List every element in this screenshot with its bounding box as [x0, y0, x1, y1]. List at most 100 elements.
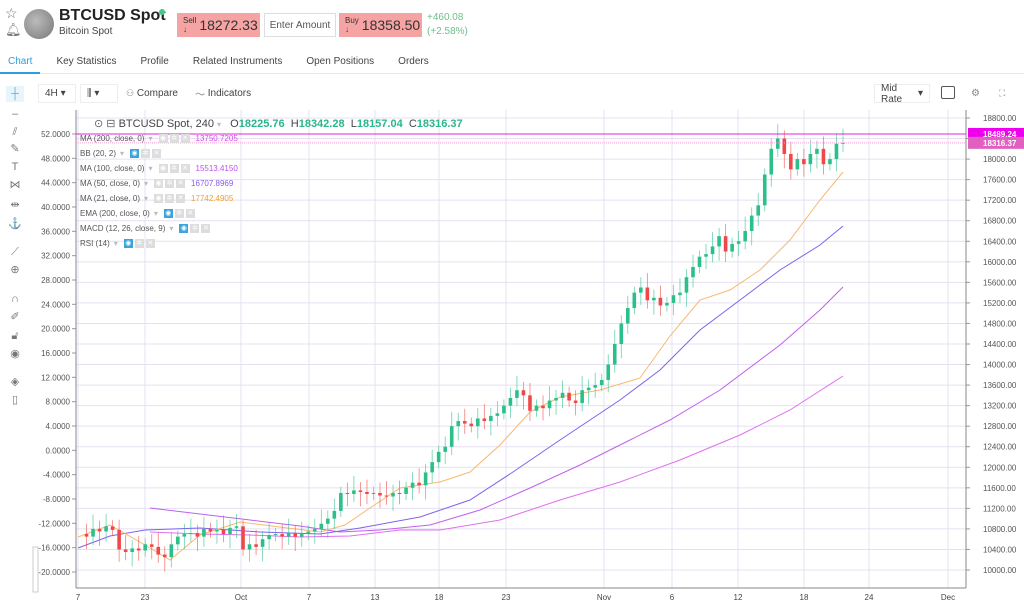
legend-collapse-icon[interactable]: ⊙	[94, 118, 104, 130]
compare-label: Compare	[136, 88, 178, 99]
chart-toolbar: 4H ▾ ⫼ ▾ ⚇ Compare 〜 Indicators Mid Rate…	[0, 83, 1024, 105]
settings-icon[interactable]: ✲	[190, 223, 200, 233]
svg-text:20.0000: 20.0000	[41, 325, 70, 334]
settings-icon[interactable]: ✲	[169, 163, 179, 173]
chevron-down-icon[interactable]: ▾	[144, 193, 149, 203]
indicator-name: MA (200, close, 0)	[80, 133, 145, 143]
remove-icon[interactable]: ✕	[176, 193, 186, 203]
ohlc-close: 18316.37	[416, 118, 463, 130]
series-title: BTCUSD Spot, 240	[118, 118, 214, 130]
svg-text:18: 18	[435, 593, 444, 602]
chevron-down-icon[interactable]: ▾	[120, 148, 125, 158]
legend-hide-icon[interactable]: ⊟	[106, 118, 116, 130]
buy-button[interactable]: Buy ↓ 18358.50	[339, 13, 422, 37]
remove-icon[interactable]: ✕	[180, 163, 190, 173]
remove-icon[interactable]: ✕	[176, 178, 186, 188]
price-type-select[interactable]: Mid Rate ▾	[874, 83, 930, 105]
remove-icon[interactable]: ✕	[185, 208, 195, 218]
chevron-down-icon[interactable]: ▾	[144, 178, 149, 188]
measure-icon[interactable]: ⇹	[10, 199, 20, 211]
indicator-name: MA (100, close, 0)	[80, 163, 145, 173]
compare-icon: ⚇	[126, 88, 135, 98]
sell-label: Sell ↓	[183, 16, 197, 34]
ohlc-open: 18225.76	[238, 118, 285, 130]
horizontal-line-icon[interactable]: –	[11, 108, 19, 120]
tab-orders[interactable]: Orders	[398, 56, 429, 67]
ohlc-low: 18157.04	[356, 118, 403, 130]
tab-chart[interactable]: Chart	[0, 52, 41, 74]
remove-icon[interactable]: ✕	[180, 133, 190, 143]
svg-text:32.0000: 32.0000	[41, 252, 70, 261]
visibility-icon[interactable]: ◉	[130, 148, 140, 158]
settings-icon[interactable]: ✲	[141, 148, 151, 158]
compare-button[interactable]: ⚇ Compare	[126, 84, 178, 103]
crosshair-icon[interactable]: ┼	[6, 86, 24, 102]
svg-text:13600.00: 13600.00	[983, 381, 1017, 390]
indicator-row: EMA (200, close, 0) ▾ ◉ ✲ ✕	[80, 207, 195, 219]
visibility-icon[interactable]: ◉	[154, 178, 164, 188]
tab-open-positions[interactable]: Open Positions	[306, 56, 375, 67]
visibility-icon[interactable]: ◉	[158, 133, 168, 143]
tab-related-instruments[interactable]: Related Instruments	[192, 56, 283, 67]
settings-icon[interactable]: ✲	[165, 193, 175, 203]
remove-icon[interactable]: ✕	[201, 223, 211, 233]
chevron-down-icon[interactable]: ▾	[169, 223, 174, 233]
buy-label: Buy ↓	[345, 16, 359, 34]
amount-input[interactable]: Enter Amount	[264, 13, 336, 37]
indicator-name: MA (50, close, 0)	[80, 178, 141, 188]
ruler-icon[interactable]: ⟋	[11, 246, 19, 258]
trend-lines-icon[interactable]: ⫽	[12, 126, 18, 138]
star-icon[interactable]: ☆	[5, 5, 18, 21]
anchor-icon[interactable]: ⚓	[8, 218, 22, 230]
magnet-icon[interactable]: ∩	[11, 293, 19, 305]
bell-icon[interactable]: 🔔︎	[5, 22, 22, 37]
visibility-icon[interactable]: ◉	[163, 208, 173, 218]
svg-text:-4.0000: -4.0000	[43, 471, 71, 480]
settings-icon[interactable]: ✲	[174, 208, 184, 218]
indicator-row: MACD (12, 26, close, 9) ▾ ◉ ✲ ✕	[80, 222, 211, 234]
settings-icon[interactable]: ✲	[165, 178, 175, 188]
interval-select[interactable]: 4H ▾	[38, 84, 76, 103]
chart-type-select[interactable]: ⫼ ▾	[80, 84, 118, 103]
change-abs: +460.08	[427, 12, 464, 23]
svg-text:-8.0000: -8.0000	[43, 495, 71, 504]
svg-text:-16.0000: -16.0000	[38, 544, 70, 553]
visibility-icon[interactable]: ◉	[123, 238, 133, 248]
brush-icon[interactable]: ✎	[10, 143, 20, 155]
candles-icon: ⫼	[87, 88, 92, 99]
buy-price: 18358.50	[361, 17, 421, 33]
trash-icon[interactable]: ▯	[11, 394, 19, 406]
fullscreen-icon[interactable]: ⛶	[999, 88, 1006, 98]
chevron-down-icon[interactable]: ▾	[148, 163, 153, 173]
settings-icon[interactable]: ✲	[169, 133, 179, 143]
svg-text:12000.00: 12000.00	[983, 463, 1017, 472]
pattern-icon[interactable]: ⋈	[9, 179, 21, 191]
svg-text:12: 12	[734, 593, 743, 602]
text-icon[interactable]: T	[11, 161, 19, 173]
chevron-down-icon[interactable]: ▾	[113, 238, 118, 248]
tab-profile[interactable]: Profile	[140, 56, 169, 67]
tab-bar: Chart Key Statistics Profile Related Ins…	[0, 52, 1024, 74]
visibility-icon[interactable]: ◉	[154, 193, 164, 203]
svg-text:18000.00: 18000.00	[983, 155, 1017, 164]
tab-key-statistics[interactable]: Key Statistics	[56, 56, 117, 67]
chevron-down-icon[interactable]: ▾	[153, 208, 158, 218]
layers-icon[interactable]: ◈	[10, 376, 20, 388]
svg-text:14000.00: 14000.00	[983, 361, 1017, 370]
remove-icon[interactable]: ✕	[145, 238, 155, 248]
unlock-icon[interactable]: 🔓︎	[11, 330, 19, 342]
zoom-in-icon[interactable]: ⊕	[10, 264, 20, 276]
remove-icon[interactable]: ✕	[152, 148, 162, 158]
settings-icon[interactable]: ✲	[134, 238, 144, 248]
indicators-button[interactable]: 〜 Indicators	[195, 84, 251, 103]
screenshot-button[interactable]	[941, 86, 955, 99]
eye-icon[interactable]: ◉	[10, 348, 20, 360]
visibility-icon[interactable]: ◉	[179, 223, 189, 233]
chevron-down-icon[interactable]: ▾	[148, 133, 153, 143]
sell-button[interactable]: Sell ↓ 18272.33	[177, 13, 260, 37]
visibility-icon[interactable]: ◉	[158, 163, 168, 173]
interval-value: 4H	[45, 88, 58, 99]
settings-gear-icon[interactable]: ⚙	[971, 88, 980, 99]
lock-drawing-icon[interactable]: ✐	[10, 311, 20, 323]
